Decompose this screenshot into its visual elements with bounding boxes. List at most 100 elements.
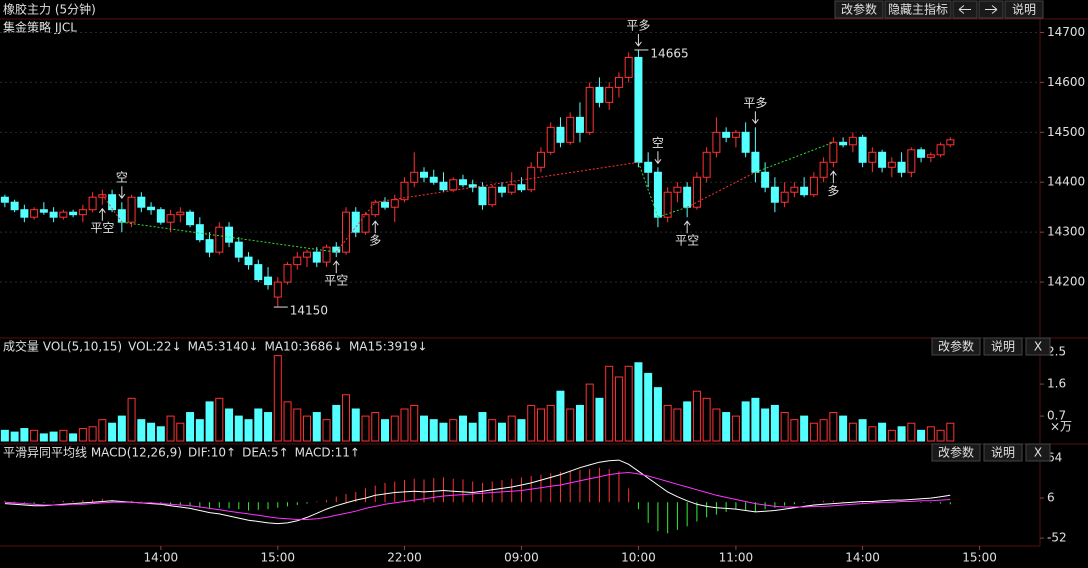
indicator-label: MA5:3140↓	[188, 340, 259, 354]
candle-body	[800, 186, 809, 196]
candle-body	[59, 211, 68, 218]
volume-bar	[790, 419, 799, 442]
candle-body	[605, 86, 614, 103]
button[interactable]: 改参数	[834, 0, 884, 19]
volume-bar	[868, 426, 877, 442]
volume-bar	[819, 419, 828, 442]
candle-body	[488, 186, 497, 206]
volume-bar	[419, 415, 428, 442]
button[interactable]: 说明	[1004, 0, 1044, 19]
indicator-label: MACD:11↑	[295, 446, 360, 460]
volume-bar	[566, 408, 575, 442]
candle-body	[225, 226, 234, 243]
candle-body	[722, 131, 731, 138]
button-box	[834, 0, 884, 19]
volume-bar	[30, 429, 39, 442]
y-tick-label: 14300	[1047, 225, 1085, 239]
button[interactable]: 说明	[983, 337, 1023, 356]
x-tick-label: 14:00	[845, 551, 880, 565]
y-tick-label: 1.6	[1047, 377, 1066, 391]
candle-body	[478, 186, 487, 206]
button[interactable]: 改参数	[931, 337, 981, 356]
candle-body	[546, 126, 555, 153]
volume-bar	[702, 397, 711, 442]
button[interactable]: X	[1025, 443, 1051, 462]
volume-bar	[839, 415, 848, 442]
volume-bar	[595, 397, 604, 442]
candle-body	[254, 264, 263, 281]
candle-body	[108, 194, 117, 211]
x-tick-label: 14:00	[144, 551, 179, 565]
volume-bar	[176, 422, 185, 442]
volume-bar	[78, 428, 87, 442]
x-tick-label: 09:00	[504, 551, 539, 565]
candle-body	[88, 196, 97, 211]
volume-bar	[556, 390, 565, 442]
volume-bar	[410, 404, 419, 442]
volume-bar	[20, 428, 29, 442]
trade-line	[686, 171, 756, 208]
indicator-label: MA15:3919↓	[349, 340, 427, 354]
signal-label: 平空	[324, 274, 348, 288]
volume-bar	[39, 433, 48, 442]
volume-bar	[673, 408, 682, 442]
button-label: 隐藏主指标	[888, 2, 948, 17]
volume-bar	[234, 415, 243, 442]
volume-bar	[917, 429, 926, 442]
candle-body	[293, 256, 302, 266]
volume-bar	[88, 426, 97, 442]
button[interactable]: 改参数	[931, 443, 981, 462]
button[interactable]: X	[1025, 337, 1051, 356]
candle-body	[215, 226, 224, 253]
candle-body	[49, 211, 58, 218]
volume-bar	[147, 422, 156, 442]
volume-bar	[575, 404, 584, 442]
button-box	[983, 443, 1023, 462]
candle-body	[575, 116, 584, 133]
extreme-label: 14665	[650, 46, 688, 60]
candle-body	[458, 179, 467, 186]
volume-bar	[371, 412, 380, 442]
candle-body	[273, 281, 282, 298]
button[interactable]: 说明	[983, 443, 1023, 462]
candle-body	[244, 256, 253, 266]
candle-body	[497, 186, 506, 193]
candle-body	[741, 131, 750, 153]
volume-bar	[936, 429, 945, 442]
y-tick-label: 0.7	[1047, 409, 1066, 423]
candle-body	[400, 181, 409, 201]
candle-body	[712, 131, 721, 153]
candle-body	[536, 151, 545, 168]
signal-label: 平空	[90, 221, 114, 235]
volume-bar	[946, 422, 955, 442]
candle-body	[751, 151, 760, 173]
volume-bar	[458, 415, 467, 442]
candle-body	[907, 149, 916, 173]
signal-arrow	[635, 33, 642, 47]
indicator-label: DIF:10↑	[188, 446, 236, 460]
prev-button[interactable]	[952, 0, 978, 19]
button[interactable]: 隐藏主指标	[884, 0, 952, 19]
y-tick-label: 6	[1047, 491, 1055, 505]
volume-bar	[244, 419, 253, 442]
candle-body	[0, 196, 9, 203]
candle-body	[692, 176, 701, 208]
candle-body	[147, 206, 156, 211]
volume-bar	[488, 419, 497, 442]
y-tick-label: 14700	[1047, 25, 1085, 39]
candle-body	[419, 171, 428, 178]
volume-bar	[692, 390, 701, 442]
unit-label: ×万	[1050, 420, 1072, 434]
candle-body	[449, 179, 458, 191]
candle-body	[78, 209, 87, 216]
page-title: 橡胶主力 (5分钟)	[3, 2, 96, 17]
y-tick-label: 14500	[1047, 125, 1085, 139]
candle-body	[858, 136, 867, 163]
volume-bar	[517, 419, 526, 442]
candle-body	[731, 131, 740, 138]
candle-body	[186, 211, 195, 226]
macd-line	[4, 459, 951, 525]
volume-bar	[507, 415, 516, 442]
y-tick-label: 2.5	[1047, 345, 1066, 359]
next-button[interactable]	[978, 0, 1004, 19]
